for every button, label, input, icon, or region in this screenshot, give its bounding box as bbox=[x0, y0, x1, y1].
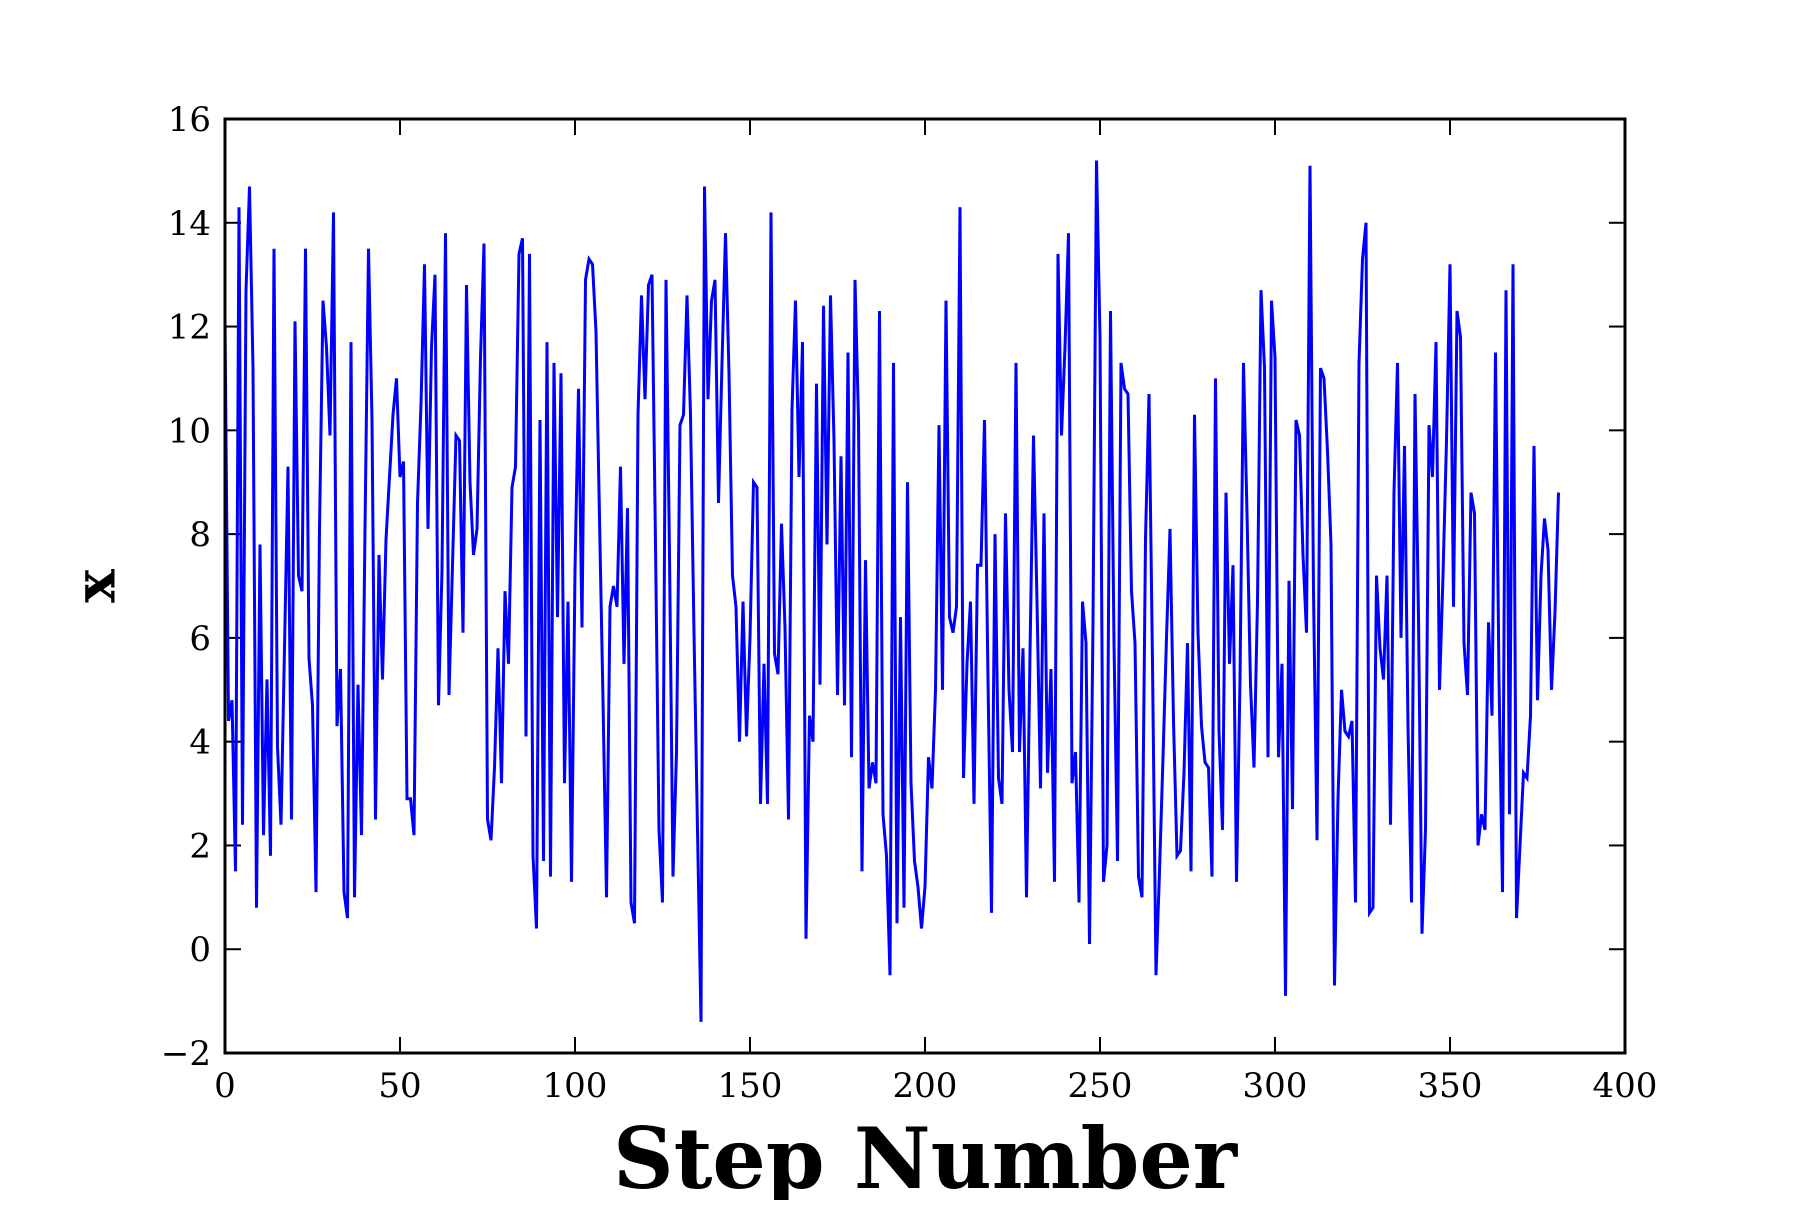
x-tick-label: 350 bbox=[1418, 1066, 1483, 1106]
y-tick-label: 2 bbox=[189, 826, 211, 866]
x-tick-label: 50 bbox=[378, 1066, 421, 1106]
y-tick-label: 16 bbox=[168, 100, 211, 140]
y-tick-label: 8 bbox=[189, 515, 211, 555]
x-tick-label: 400 bbox=[1593, 1066, 1658, 1106]
y-tick-label: 12 bbox=[168, 308, 211, 348]
y-tick-label: 10 bbox=[168, 411, 211, 451]
y-tick-label: 6 bbox=[189, 619, 211, 659]
x-tick-label: 0 bbox=[214, 1066, 236, 1106]
axes-frame bbox=[223, 117, 1627, 1055]
y-tick-label: 0 bbox=[189, 930, 211, 970]
x-axis-label: Step Number bbox=[613, 1109, 1239, 1200]
y-axis-label: x bbox=[63, 569, 129, 603]
x-tick-label: 200 bbox=[893, 1066, 958, 1106]
series-line bbox=[223, 160, 1560, 1022]
y-tick-label: −2 bbox=[161, 1034, 211, 1074]
plot-layer bbox=[223, 160, 1560, 1022]
x-tick-label: 100 bbox=[543, 1066, 608, 1106]
y-tick-label: 14 bbox=[168, 204, 211, 244]
x-tick-label: 300 bbox=[1243, 1066, 1308, 1106]
x-tick-label: 150 bbox=[718, 1066, 783, 1106]
x-tick-label: 250 bbox=[1068, 1066, 1133, 1106]
y-tick-label: 4 bbox=[189, 723, 211, 763]
